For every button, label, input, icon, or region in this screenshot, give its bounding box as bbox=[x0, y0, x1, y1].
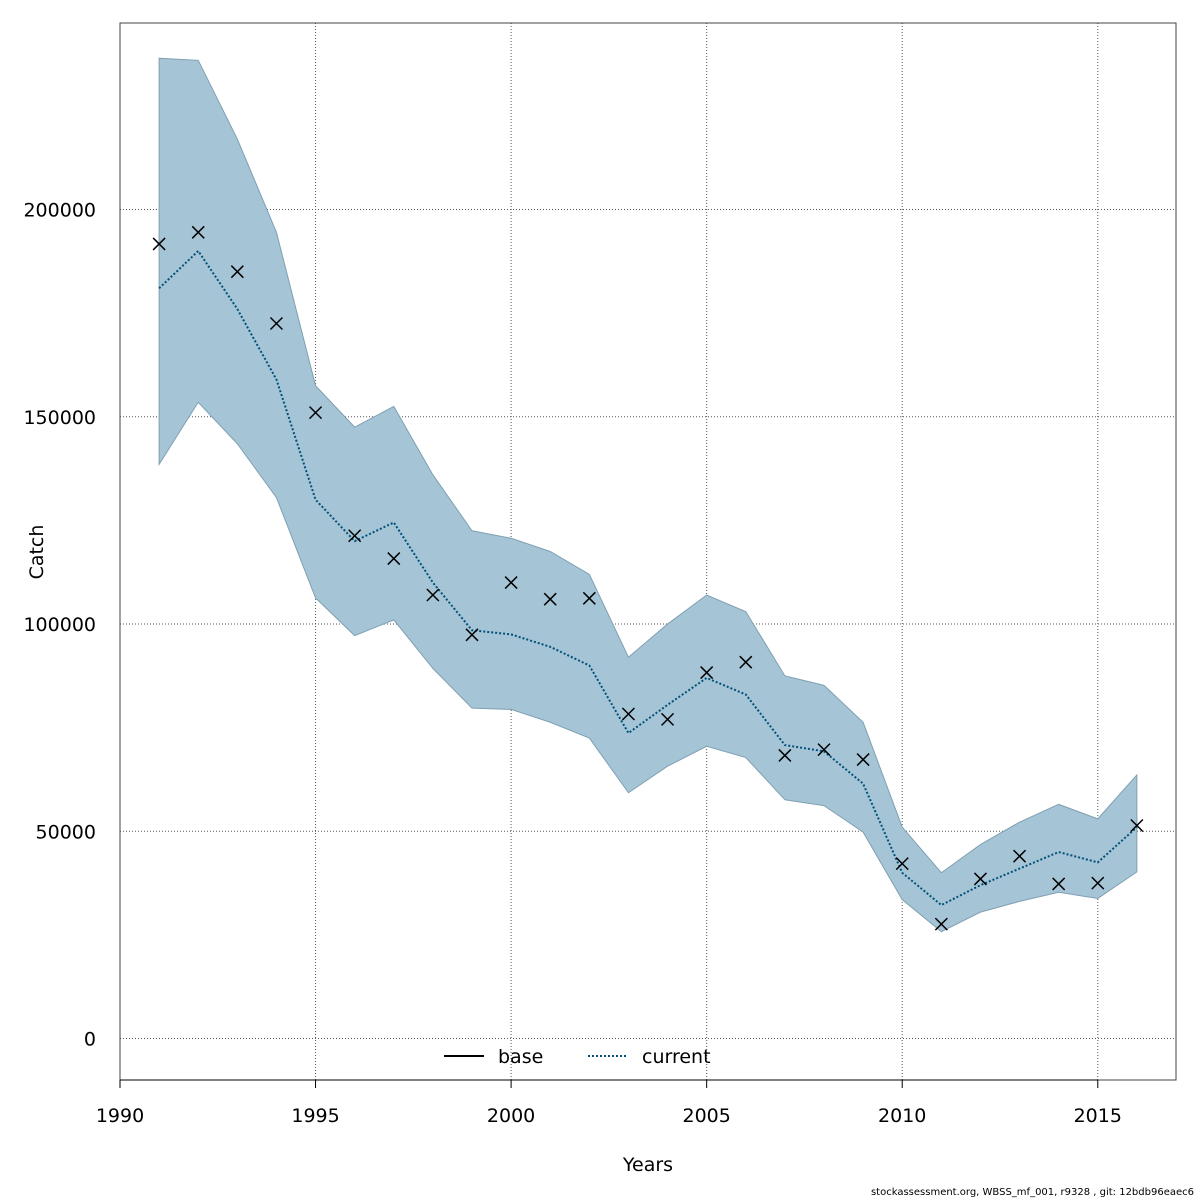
data-point-observed bbox=[700, 666, 714, 680]
x-tick-label: 2005 bbox=[682, 1105, 730, 1127]
data-point-observed bbox=[661, 712, 675, 726]
data-point-stroke bbox=[1052, 877, 1066, 891]
data-point-observed bbox=[778, 748, 792, 762]
data-point-observed bbox=[1130, 818, 1144, 833]
y-tick-label: 200000 bbox=[23, 200, 96, 222]
data-point-observed bbox=[230, 265, 244, 279]
data-point-stroke bbox=[817, 743, 831, 757]
data-point-stroke bbox=[152, 237, 166, 251]
legend-label-current: current bbox=[642, 1046, 711, 1068]
data-point-observed bbox=[856, 753, 870, 767]
confidence-band bbox=[158, 57, 1138, 933]
grid-lines bbox=[119, 23, 1176, 1080]
axes: 1990 1995 2000 2005 2010 2015 0 50000 100000 1500… bbox=[23, 22, 1177, 1127]
y-axis-title: Catch bbox=[26, 525, 48, 580]
data-point-stroke bbox=[582, 591, 596, 605]
data-point-stroke bbox=[661, 712, 675, 726]
x-axis-title: Years bbox=[622, 1154, 673, 1176]
series-line-current bbox=[158, 249, 1138, 907]
data-point-stroke bbox=[778, 748, 792, 762]
y-tick-label: 100000 bbox=[23, 614, 96, 636]
data-point-observed bbox=[348, 529, 362, 543]
data-point-stroke bbox=[1130, 818, 1144, 833]
data-point-observed bbox=[504, 576, 518, 590]
plot-frame bbox=[119, 22, 1177, 1081]
data-point-stroke bbox=[1013, 849, 1027, 863]
data-point-observed bbox=[934, 917, 948, 931]
data-point-observed bbox=[465, 628, 479, 642]
x-tick-label: 1995 bbox=[291, 1105, 339, 1127]
data-point-observed bbox=[582, 591, 596, 605]
confidence-band-group bbox=[158, 57, 1138, 933]
data-point-observed bbox=[387, 552, 401, 566]
x-tick-label: 2010 bbox=[878, 1105, 926, 1127]
data-point-stroke bbox=[700, 666, 714, 680]
data-point-observed bbox=[973, 872, 987, 886]
data-point-stroke bbox=[895, 857, 909, 871]
observed-markers bbox=[152, 225, 1144, 931]
data-point-stroke bbox=[934, 917, 948, 931]
data-point-stroke bbox=[621, 707, 635, 721]
data-point-observed bbox=[1052, 877, 1066, 891]
data-point-observed bbox=[309, 406, 323, 420]
data-point-stroke bbox=[191, 225, 205, 239]
data-point-observed bbox=[817, 743, 831, 757]
data-point-observed bbox=[1091, 876, 1105, 890]
x-tick-label: 2015 bbox=[1074, 1105, 1122, 1127]
y-tick-label: 50000 bbox=[36, 821, 96, 843]
data-point-stroke bbox=[543, 592, 557, 606]
data-point-stroke bbox=[465, 628, 479, 642]
y-tick-label: 0 bbox=[84, 1029, 96, 1051]
data-point-observed bbox=[1013, 849, 1027, 863]
data-point-observed bbox=[269, 316, 283, 331]
data-point-stroke bbox=[269, 316, 283, 331]
series-lines bbox=[158, 249, 1138, 907]
legend: base current bbox=[444, 1046, 711, 1068]
data-point-stroke bbox=[426, 588, 440, 602]
data-point-observed bbox=[621, 707, 635, 721]
data-point-observed bbox=[152, 237, 166, 251]
legend-label-base: base bbox=[498, 1046, 543, 1068]
x-tick-label: 1990 bbox=[96, 1105, 144, 1127]
data-point-stroke bbox=[973, 872, 987, 886]
x-tick-label: 2000 bbox=[487, 1105, 535, 1127]
data-point-stroke bbox=[387, 552, 401, 566]
data-point-observed bbox=[739, 655, 753, 669]
data-point-stroke bbox=[856, 753, 870, 767]
data-point-stroke bbox=[739, 655, 753, 669]
data-point-observed bbox=[191, 225, 205, 239]
data-point-stroke bbox=[309, 406, 323, 420]
data-point-stroke bbox=[504, 576, 518, 590]
data-point-stroke bbox=[230, 265, 244, 279]
footer-credit: stockassessment.org, WBSS_mf_001, r9328 … bbox=[870, 1187, 1194, 1198]
data-point-observed bbox=[426, 588, 440, 602]
data-point-stroke bbox=[1091, 876, 1105, 890]
y-tick-label: 150000 bbox=[23, 407, 96, 429]
data-point-observed bbox=[543, 592, 557, 606]
data-point-stroke bbox=[348, 529, 362, 543]
data-point-observed bbox=[895, 857, 909, 871]
